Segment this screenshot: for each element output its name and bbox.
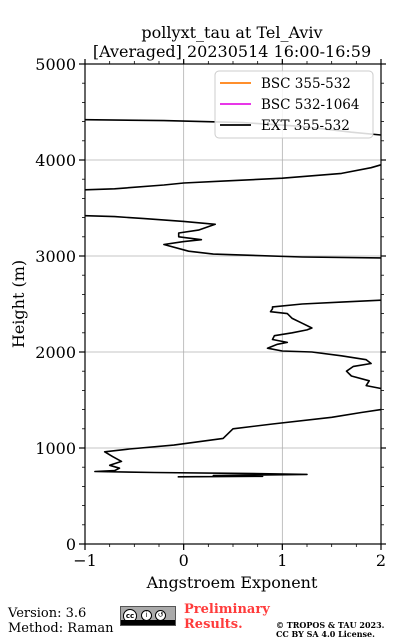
method-text: Method: Raman [8, 621, 114, 636]
y-tick-label: 0 [66, 535, 76, 554]
badge-strip [121, 620, 175, 625]
legend-box [214, 70, 374, 139]
series-line-ext-355-532 [266, 299, 382, 390]
chart-title: pollyxt_tau at Tel_Aviv [141, 23, 322, 42]
legend-label: BSC 355-532 [261, 76, 351, 92]
y-tick-label: 5000 [35, 55, 76, 74]
y-tick-label: 2000 [35, 343, 76, 362]
legend-label: BSC 532-1064 [261, 97, 359, 113]
license-line: CC BY SA 4.0 License. [276, 629, 375, 639]
preliminary-label: Preliminary [184, 602, 270, 617]
series-line-ext-355-532 [84, 164, 382, 191]
y-tick-label: 1000 [35, 439, 76, 458]
y-tick-label: 3000 [35, 247, 76, 266]
x-tick-label: −1 [73, 551, 97, 570]
y-tick-label: 4000 [35, 151, 76, 170]
x-tick-label: 1 [277, 551, 287, 570]
x-tick-label: 0 [179, 551, 189, 570]
copyright-line: © TROPOS & TAU 2023. [276, 620, 385, 630]
chart-subtitle: [Averaged] 20230514 16:00-16:59 [93, 42, 371, 61]
cc-by-sa-badge-icon: cc i ↺ [120, 606, 176, 626]
x-axis-label: Angstroem Exponent [146, 573, 318, 592]
version-text: Version: 3.6 [8, 606, 87, 621]
y-axis-label: Height (m) [9, 260, 28, 348]
x-tick-label: 2 [376, 551, 386, 570]
results-label: Results. [184, 617, 243, 632]
series-line-ext-355-532 [84, 214, 382, 259]
series-line-ext-355-532 [94, 408, 382, 478]
legend-label: EXT 355-532 [261, 118, 350, 134]
